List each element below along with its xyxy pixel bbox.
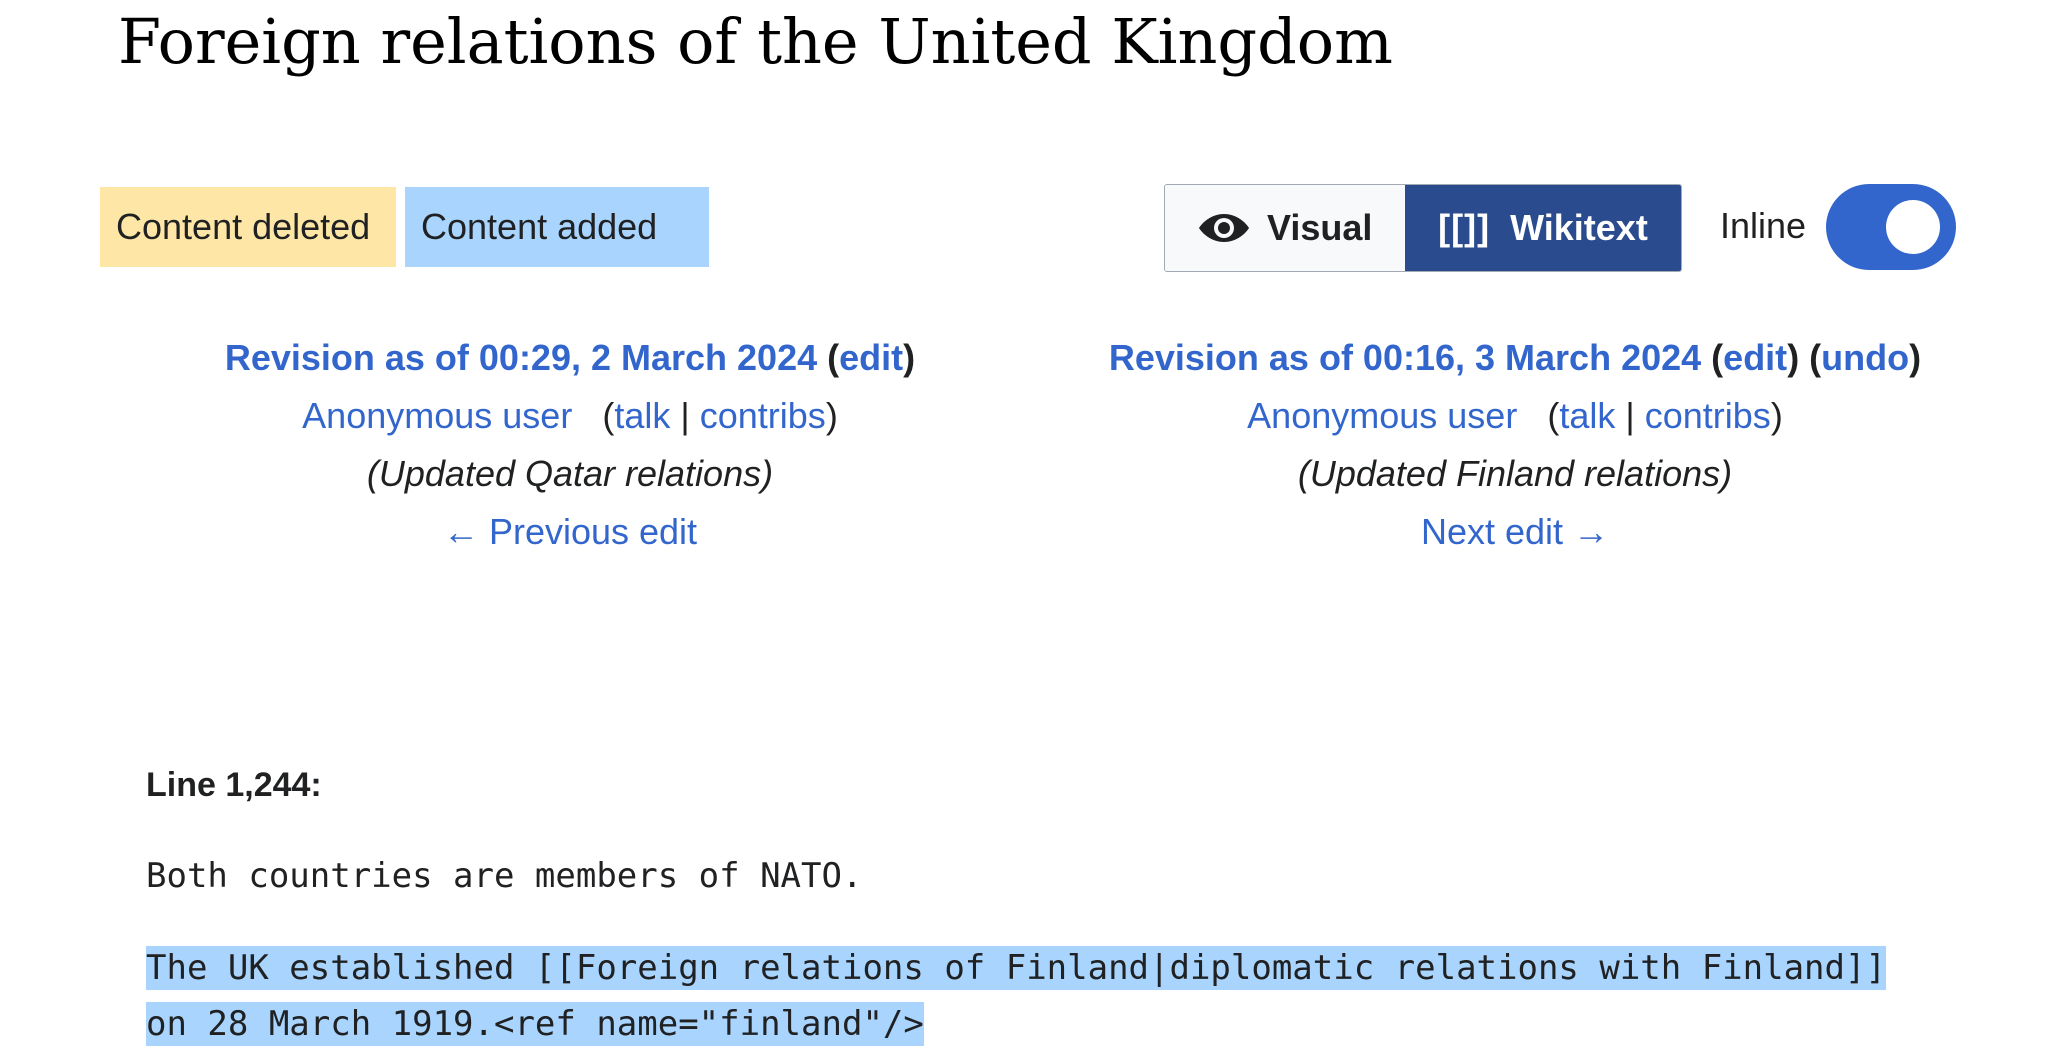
- diff-context-line: Both countries are members of NATO.: [146, 856, 863, 896]
- inline-toggle-label: Inline: [1720, 205, 1807, 246]
- old-contribs-link[interactable]: contribs: [699, 395, 826, 436]
- old-edit-link[interactable]: edit: [839, 337, 904, 378]
- paren: ): [1770, 395, 1783, 436]
- added-line: The UK established [[Foreign relations o…: [146, 946, 1886, 990]
- visual-diff-button[interactable]: Visual: [1165, 185, 1405, 271]
- wikitext-brackets-icon: [[]]: [1438, 207, 1491, 248]
- toggle-knob: [1886, 200, 1940, 254]
- paren: ): [903, 337, 916, 378]
- separator: |: [680, 395, 690, 436]
- added-line: on 28 March 1919.<ref name="finland"/>: [146, 1002, 924, 1046]
- new-revision-link[interactable]: Revision as of 00:16, 3 March 2024: [1108, 337, 1702, 378]
- old-revision-link[interactable]: Revision as of 00:29, 2 March 2024: [224, 337, 818, 378]
- page-title: Foreign relations of the United Kingdom: [118, 5, 1393, 78]
- legend-content-added: Content added: [405, 187, 709, 267]
- new-contribs-link[interactable]: contribs: [1644, 395, 1771, 436]
- diff-view-toggle: Visual [[]] Wikitext: [1164, 184, 1682, 272]
- old-revision-header: Revision as of 00:29, 2 March 2024 (edit…: [120, 334, 1020, 574]
- new-user-link[interactable]: Anonymous user: [1247, 395, 1518, 436]
- new-revision-header: Revision as of 00:16, 3 March 2024 (edit…: [1040, 334, 1990, 574]
- old-talk-link[interactable]: talk: [614, 395, 671, 436]
- paren: ) (: [1787, 337, 1822, 378]
- wikitext-diff-button[interactable]: [[]] Wikitext: [1405, 185, 1681, 271]
- wikitext-label: Wikitext: [1510, 207, 1648, 248]
- visual-label: Visual: [1267, 207, 1373, 248]
- eye-icon: [1199, 214, 1249, 242]
- new-edit-link[interactable]: edit: [1723, 337, 1788, 378]
- undo-link[interactable]: undo: [1821, 337, 1910, 378]
- legend-content-deleted: Content deleted: [100, 187, 396, 267]
- paren: ): [825, 395, 838, 436]
- old-edit-summary: (Updated Qatar relations): [366, 453, 774, 494]
- next-edit-link[interactable]: Next edit →: [1420, 511, 1610, 552]
- paren: (: [602, 395, 615, 436]
- diff-added-block: The UK established [[Foreign relations o…: [146, 940, 1932, 1052]
- paren: (: [1547, 395, 1560, 436]
- new-talk-link[interactable]: talk: [1559, 395, 1616, 436]
- previous-edit-link[interactable]: ← Previous edit: [442, 511, 698, 552]
- paren: (: [827, 337, 840, 378]
- old-user-link[interactable]: Anonymous user: [302, 395, 573, 436]
- paren: ): [1909, 337, 1922, 378]
- diff-line-number: Line 1,244:: [146, 766, 322, 804]
- inline-toggle-switch[interactable]: [1826, 184, 1956, 270]
- separator: |: [1625, 395, 1635, 436]
- new-edit-summary: (Updated Finland relations): [1297, 453, 1733, 494]
- paren: (: [1711, 337, 1724, 378]
